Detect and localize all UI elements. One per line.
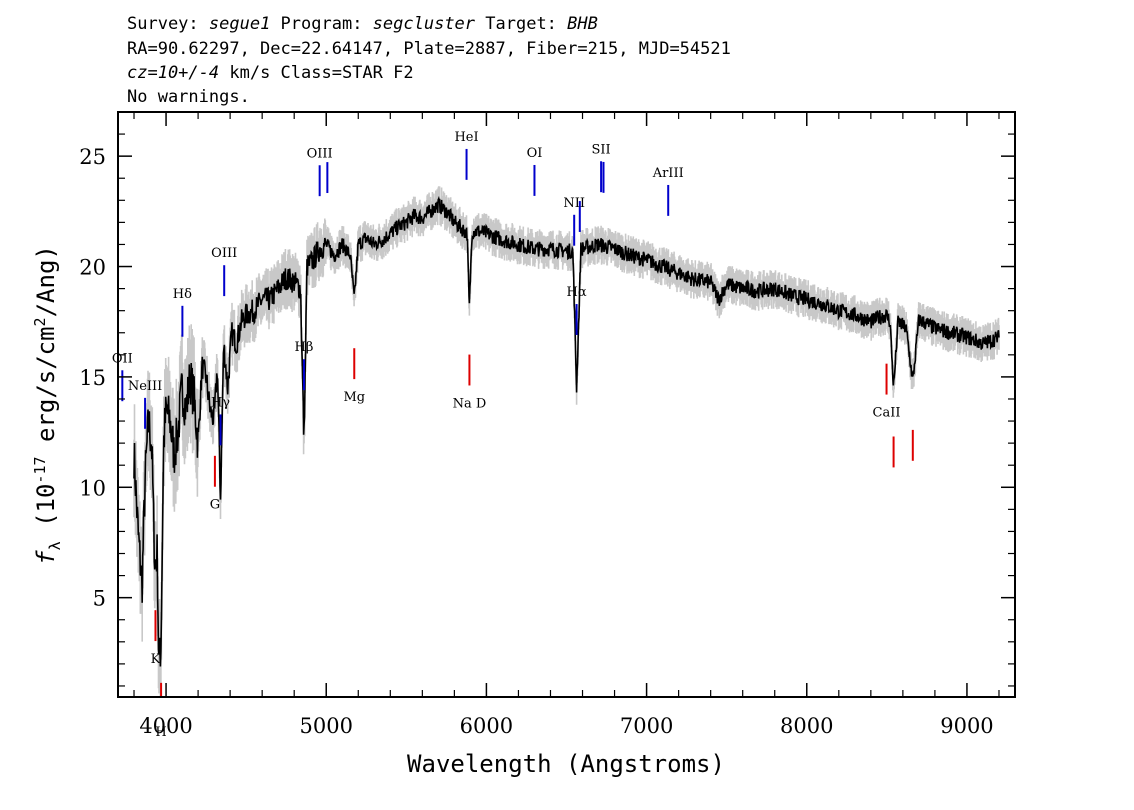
line-label: ArIII — [652, 166, 684, 181]
line-label: OI — [527, 146, 543, 161]
error-band — [133, 186, 1000, 697]
y-tick-label: 5 — [93, 587, 106, 611]
line-label: Hδ — [173, 287, 192, 302]
line-label: Hγ — [211, 395, 230, 410]
x-tick-label: 8000 — [780, 714, 833, 738]
header-line-2: RA=90.62297, Dec=22.64147, Plate=2887, F… — [127, 39, 731, 59]
x-tick-label: 9000 — [940, 714, 993, 738]
line-label: OIII — [211, 246, 237, 261]
line-label: Na D — [453, 396, 487, 411]
line-label: OII — [112, 351, 133, 366]
line-label: Mg — [343, 390, 365, 405]
flux-line — [133, 195, 1000, 667]
x-tick-label: 4000 — [139, 714, 192, 738]
line-labels: OII NeIII Hδ Hγ OIII Hβ OIII HeI OI NII Hα SII ArIII… — [112, 130, 901, 740]
x-tick-label: 7000 — [620, 714, 673, 738]
line-label: K — [151, 652, 161, 667]
header-line-1: Survey: segue1 Program: segcluster Targe… — [127, 14, 598, 34]
header-line-4: No warnings. — [127, 87, 250, 107]
line-label: Hβ — [295, 340, 314, 355]
line-label: CaII — [873, 406, 901, 421]
line-label: G — [210, 498, 220, 513]
plot-frame — [117, 111, 1016, 698]
plot-area — [121, 148, 1000, 697]
line-label: OIII — [307, 146, 333, 161]
y-axis-label: fλ (10-17 erg/s/cm2/Ang) — [31, 245, 64, 565]
x-axis-label: Wavelength (Angstroms) — [407, 750, 725, 778]
line-label: Hα — [567, 285, 587, 300]
y-tick-label: 20 — [79, 256, 106, 280]
line-label: HeI — [454, 130, 478, 145]
line-label: NII — [563, 196, 585, 211]
y-tick-label: 15 — [79, 366, 106, 390]
line-markers — [121, 148, 914, 697]
axis-ticks: 4000 5000 6000 7000 8000 9000 5 10 15 20 25 — [79, 112, 1015, 738]
header-line-3: cz=10+/-4 km/s Class=STAR F2 — [127, 63, 414, 83]
line-label: NeIII — [128, 379, 162, 394]
x-tick-label: 6000 — [460, 714, 513, 738]
x-tick-label: 5000 — [300, 714, 353, 738]
y-tick-label: 10 — [79, 476, 106, 500]
y-tick-label: 25 — [79, 145, 106, 169]
line-label: H — [155, 725, 166, 740]
line-label: SII — [592, 142, 611, 157]
